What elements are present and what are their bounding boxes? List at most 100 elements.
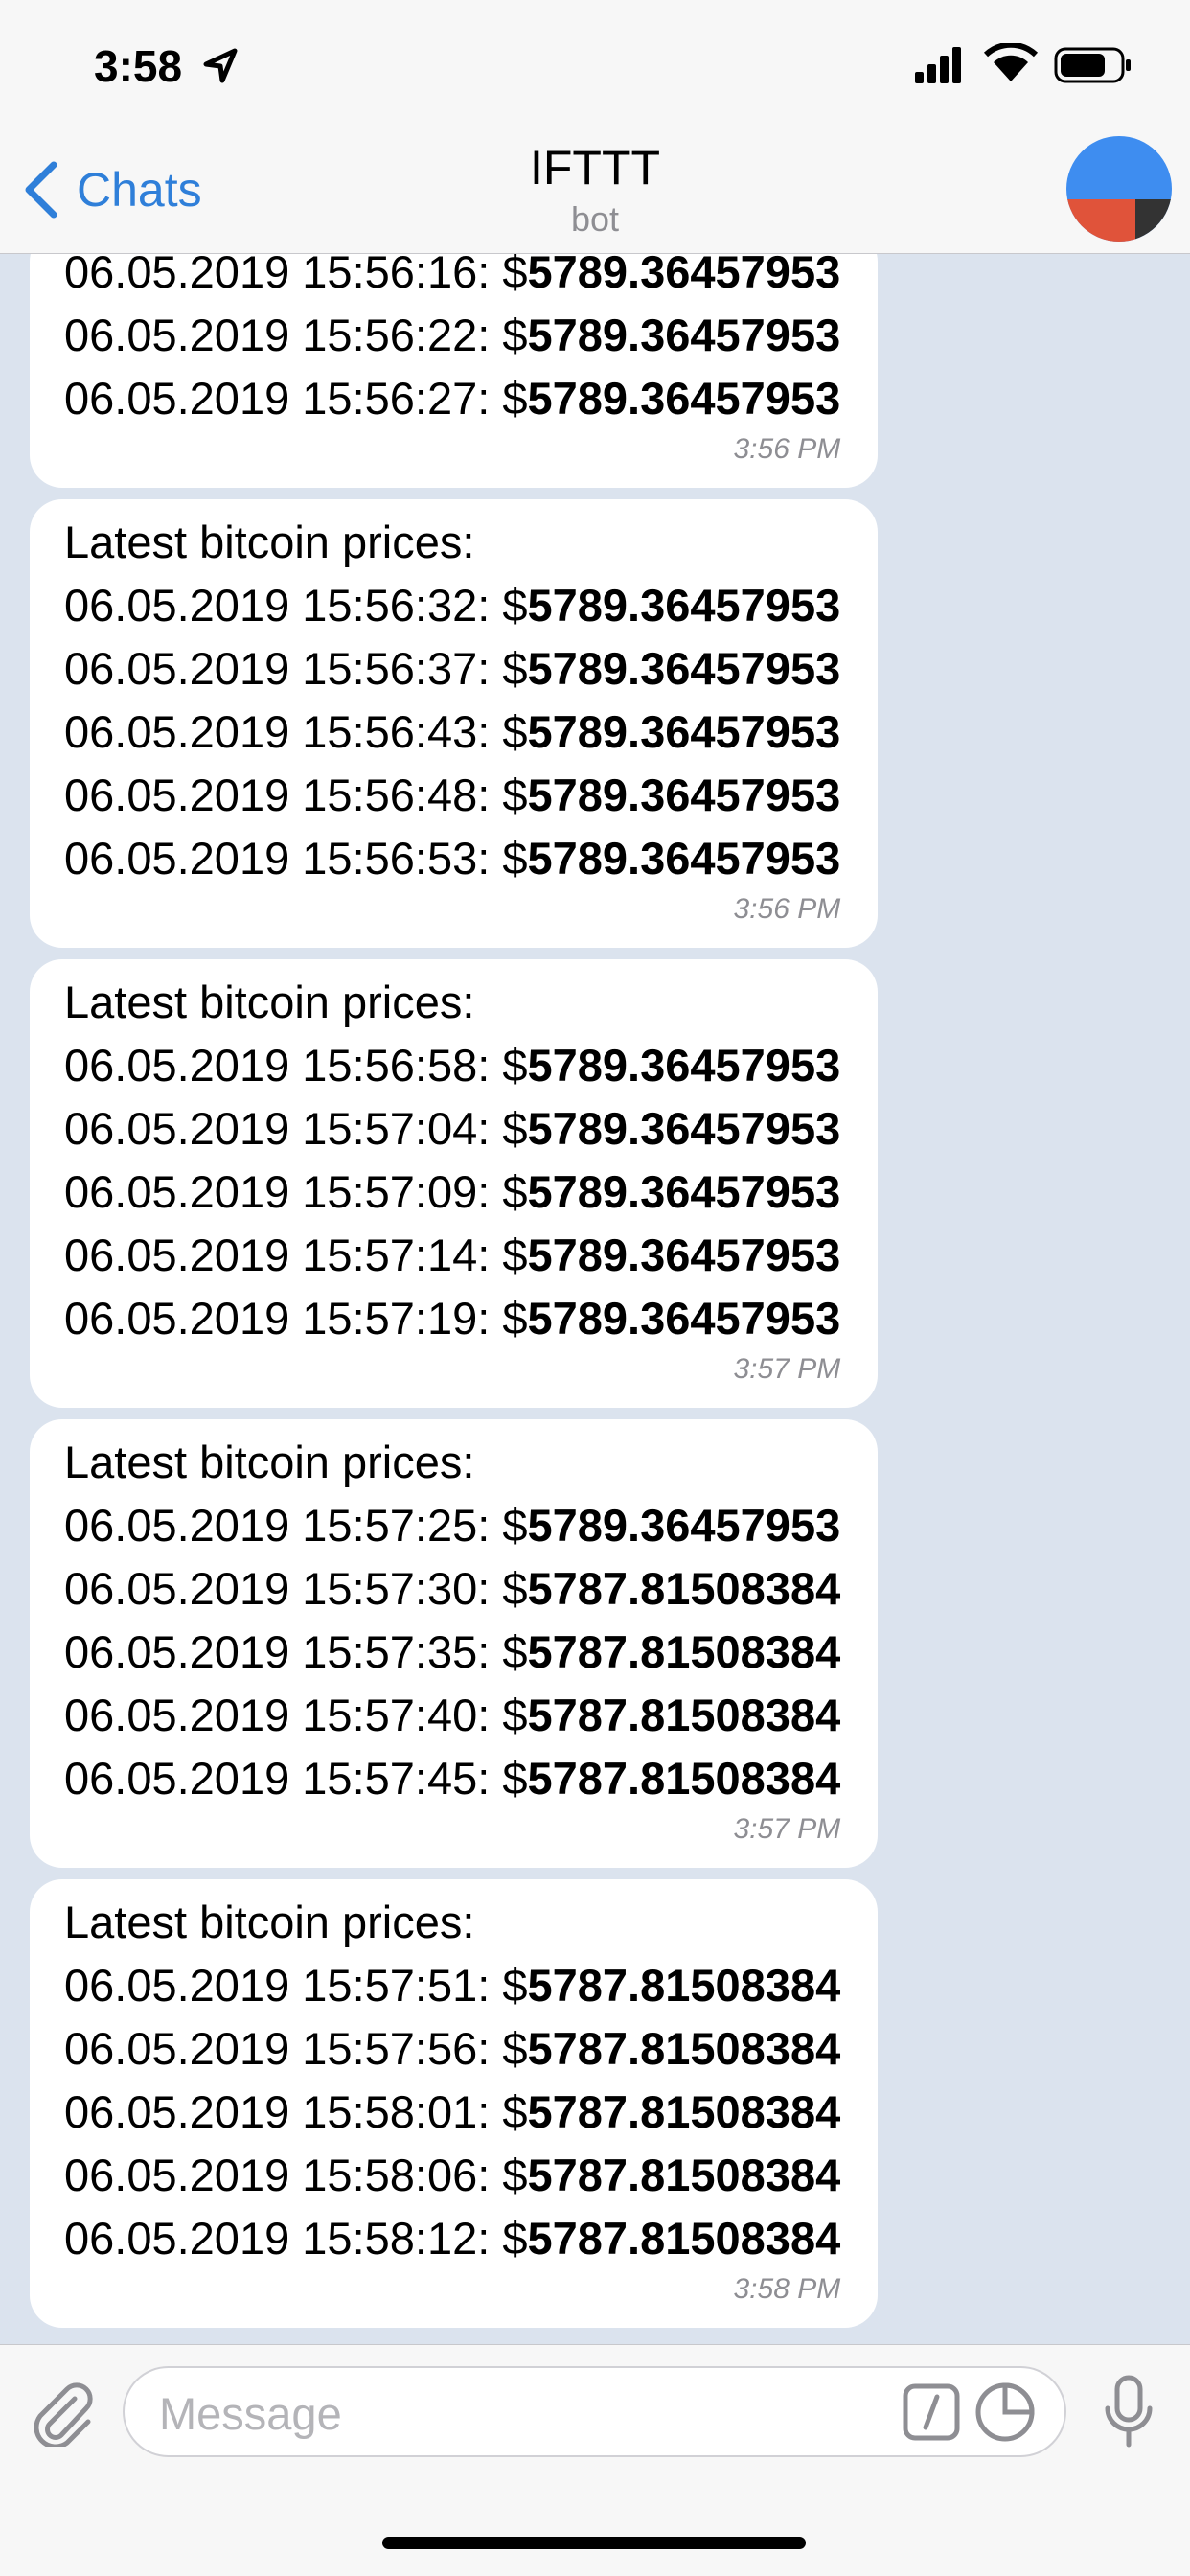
message-heading: Latest bitcoin prices: <box>64 517 475 567</box>
timestamp: 06.05.2019 15:58:01: $ <box>64 2086 528 2137</box>
chat-subtitle: bot <box>570 199 620 239</box>
timestamp: 06.05.2019 15:57:40: $ <box>64 1690 528 1740</box>
attach-button[interactable] <box>29 2380 96 2447</box>
price: 5789.36457953 <box>527 580 841 631</box>
timestamp: 06.05.2019 15:57:09: $ <box>64 1166 528 1217</box>
location-icon <box>203 48 238 83</box>
price: 5787.81508384 <box>527 1753 841 1804</box>
timestamp: 06.05.2019 15:57:04: $ <box>64 1103 528 1154</box>
input-placeholder: Message <box>159 2388 342 2439</box>
nav-bar: Chats IFTTT bot <box>0 125 1190 254</box>
price-line: 06.05.2019 15:57:40: $5787.81508384 <box>64 1684 840 1747</box>
timestamp: 06.05.2019 15:57:30: $ <box>64 1563 528 1614</box>
price-line: 06.05.2019 15:57:04: $5789.36457953 <box>64 1097 840 1161</box>
message-heading: Latest bitcoin prices: <box>64 1897 475 1947</box>
message-bubble: Latest bitcoin prices: 06.05.2019 15:57:2… <box>30 1419 879 1868</box>
price: 5787.81508384 <box>527 1626 841 1677</box>
clock: 3:58 <box>94 41 183 91</box>
timestamp: 06.05.2019 15:57:56: $ <box>64 2023 528 2074</box>
timestamp: 06.05.2019 15:57:19: $ <box>64 1293 528 1344</box>
message-time: 3:58 PM <box>733 2273 841 2305</box>
home-indicator <box>382 2537 806 2549</box>
back-label: Chats <box>77 163 202 217</box>
timestamp: 06.05.2019 15:56:22: $ <box>64 310 528 360</box>
price: 5789.36457953 <box>527 1103 841 1154</box>
price-line: 06.05.2019 15:58:12: $5787.81508384 <box>64 2207 840 2270</box>
commands-button[interactable] <box>903 2383 960 2441</box>
price: 5789.36457953 <box>527 1293 841 1344</box>
message-input[interactable]: Message <box>123 2366 1066 2457</box>
message-bubble: 06.05.2019 15:56:16: $5789.36457953 06.05… <box>30 254 879 488</box>
price: 5787.81508384 <box>527 1563 841 1614</box>
price: 5787.81508384 <box>527 2086 841 2137</box>
price: 5787.81508384 <box>527 2213 841 2264</box>
back-button[interactable]: Chats <box>19 159 202 220</box>
price-line: 06.05.2019 15:56:43: $5789.36457953 <box>64 701 840 764</box>
price-line: 06.05.2019 15:56:22: $5789.36457953 <box>64 304 840 367</box>
status-bar: 3:58 <box>0 0 1190 125</box>
price: 5787.81508384 <box>527 2023 841 2074</box>
timestamp: 06.05.2019 15:56:48: $ <box>64 770 528 820</box>
message-bubble: Latest bitcoin prices: 06.05.2019 15:56:3… <box>30 499 879 948</box>
message-bubble: Latest bitcoin prices: 06.05.2019 15:56:5… <box>30 959 879 1408</box>
price: 5789.36457953 <box>527 706 841 757</box>
timestamp: 06.05.2019 15:57:14: $ <box>64 1230 528 1280</box>
timestamp: 06.05.2019 15:58:06: $ <box>64 2150 528 2200</box>
back-chevron <box>25 161 57 218</box>
avatar[interactable] <box>1066 136 1172 242</box>
price: 5789.36457953 <box>527 254 841 297</box>
chat-title: IFTTT <box>529 141 661 195</box>
price-line: 06.05.2019 15:57:30: $5787.81508384 <box>64 1557 840 1621</box>
message-heading: Latest bitcoin prices: <box>64 977 475 1027</box>
mic-button[interactable] <box>1102 2374 1156 2450</box>
timestamp: 06.05.2019 15:57:35: $ <box>64 1626 528 1677</box>
price-line: 06.05.2019 15:56:16: $5789.36457953 <box>64 254 840 304</box>
timestamp: 06.05.2019 15:57:25: $ <box>64 1500 528 1551</box>
system-icons <box>915 43 1131 83</box>
price: 5787.81508384 <box>527 1690 841 1740</box>
price-line: 06.05.2019 15:57:09: $5789.36457953 <box>64 1161 840 1224</box>
price-line: 06.05.2019 15:57:35: $5787.81508384 <box>64 1621 840 1684</box>
message-time: 3:57 PM <box>733 1813 841 1845</box>
timestamp: 06.05.2019 15:56:16: $ <box>64 254 528 297</box>
price-line: 06.05.2019 15:58:06: $5787.81508384 <box>64 2144 840 2207</box>
price-line: 06.05.2019 15:57:14: $5789.36457953 <box>64 1224 840 1287</box>
timestamp: 06.05.2019 15:57:51: $ <box>64 1960 528 2011</box>
price-line: 06.05.2019 15:57:56: $5787.81508384 <box>64 2017 840 2081</box>
price-line: 06.05.2019 15:58:01: $5787.81508384 <box>64 2081 840 2144</box>
timestamp: 06.05.2019 15:56:53: $ <box>64 833 528 884</box>
price-line: 06.05.2019 15:57:45: $5787.81508384 <box>64 1747 840 1810</box>
timestamp: 06.05.2019 15:57:45: $ <box>64 1753 528 1804</box>
message-time: 3:57 PM <box>733 1353 841 1385</box>
price-line: 06.05.2019 15:56:53: $5789.36457953 <box>64 827 840 890</box>
message-heading: Latest bitcoin prices: <box>64 1437 475 1487</box>
price: 5789.36457953 <box>527 833 841 884</box>
timestamp: 06.05.2019 15:56:32: $ <box>64 580 528 631</box>
message-bubble: Latest bitcoin prices: 06.05.2019 15:57:5… <box>30 1879 879 2328</box>
price-line: 06.05.2019 15:56:37: $5789.36457953 <box>64 637 840 701</box>
price-line: 06.05.2019 15:57:25: $5789.36457953 <box>64 1494 840 1557</box>
price: 5789.36457953 <box>527 1500 841 1551</box>
price-line: 06.05.2019 15:57:51: $5787.81508384 <box>64 1954 840 2017</box>
price: 5787.81508384 <box>527 1960 841 2011</box>
message-list: 06.05.2019 15:56:16: $5789.36457953 06.05… <box>0 254 1190 2344</box>
price: 5787.81508384 <box>527 2150 841 2200</box>
price: 5789.36457953 <box>527 643 841 694</box>
price: 5789.36457953 <box>527 1040 841 1091</box>
sticker-button[interactable] <box>974 2381 1036 2443</box>
price: 5789.36457953 <box>527 1230 841 1280</box>
price: 5789.36457953 <box>527 1166 841 1217</box>
price-line: 06.05.2019 15:56:48: $5789.36457953 <box>64 764 840 827</box>
price-line: 06.05.2019 15:56:58: $5789.36457953 <box>64 1034 840 1097</box>
price-line: 06.05.2019 15:56:27: $5789.36457953 <box>64 367 840 430</box>
timestamp: 06.05.2019 15:56:43: $ <box>64 706 528 757</box>
price: 5789.36457953 <box>527 373 841 424</box>
timestamp: 06.05.2019 15:56:27: $ <box>64 373 528 424</box>
price-line: 06.05.2019 15:56:32: $5789.36457953 <box>64 574 840 637</box>
timestamp: 06.05.2019 15:56:37: $ <box>64 643 528 694</box>
price: 5789.36457953 <box>527 770 841 820</box>
price-line: 06.05.2019 15:57:19: $5789.36457953 <box>64 1287 840 1350</box>
timestamp: 06.05.2019 15:58:12: $ <box>64 2213 528 2264</box>
timestamp: 06.05.2019 15:56:58: $ <box>64 1040 528 1091</box>
